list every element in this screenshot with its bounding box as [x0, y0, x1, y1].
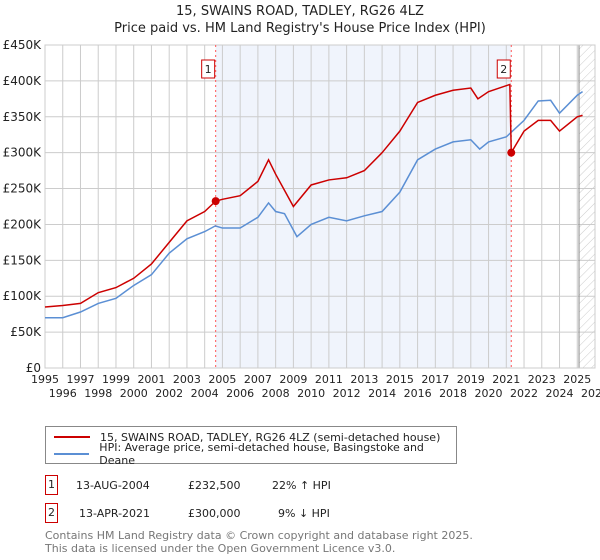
- sale-label-box: [496, 59, 511, 79]
- legend-label: HPI: Average price, semi-detached house,…: [99, 441, 424, 467]
- transaction-price: £300,000: [188, 507, 241, 520]
- x-tick-label: 2023: [528, 373, 556, 386]
- title-line: 15, SWAINS ROAD, TADLEY, RG26 4LZ: [176, 4, 424, 19]
- sale-label: 1: [205, 63, 212, 76]
- y-tick-label: £150K: [3, 253, 43, 267]
- sale-point: [211, 197, 220, 206]
- transaction-date: 13-APR-2021: [79, 507, 151, 520]
- x-tick-label: 2016: [404, 387, 432, 400]
- x-tick-label: 2003: [173, 373, 201, 386]
- y-tick-label: £100K: [3, 289, 43, 303]
- legend-item-property: 15, SWAINS ROAD, TADLEY, RG26 4LZ (semi-…: [54, 429, 440, 445]
- y-tick-label: £400K: [3, 74, 43, 88]
- transaction-row: 1 13-AUG-2004 £232,500 22% ↑ HPI: [45, 475, 545, 497]
- x-tick-label: 2017: [421, 373, 449, 386]
- footer-line: This data is licensed under the Open Gov…: [45, 542, 396, 555]
- x-tick-label: 1996: [49, 387, 77, 400]
- x-tick-label: 2021: [492, 373, 520, 386]
- x-tick-label: 2000: [120, 387, 148, 400]
- legend-label: 15, SWAINS ROAD, TADLEY, RG26 4LZ (semi-…: [100, 430, 441, 444]
- marker-badge: 1: [45, 475, 58, 495]
- chart-title: 15, SWAINS ROAD, TADLEY, RG26 4LZ Price p…: [0, 3, 600, 37]
- x-tick-label: 2008: [262, 387, 290, 400]
- x-tick-label: 2004: [191, 387, 219, 400]
- y-tick-label: £450K: [3, 38, 43, 52]
- price-chart: 1995199619971998199920002001200220032004…: [3, 38, 600, 400]
- legend-swatch-blue: [54, 453, 90, 455]
- legend-swatch-red: [54, 436, 90, 438]
- x-tick-label: 2007: [244, 373, 272, 386]
- x-tick-label: 2024: [546, 387, 574, 400]
- x-tick-label: 2001: [137, 373, 165, 386]
- x-tick-label: 1999: [102, 373, 130, 386]
- x-tick-label: 2020: [475, 387, 503, 400]
- x-tick-label: 2014: [368, 387, 396, 400]
- x-tick-label: 2018: [439, 387, 467, 400]
- transaction-hpi: 22% ↑ HPI: [272, 479, 331, 492]
- subtitle-line: Price paid vs. HM Land Registry's House …: [114, 21, 486, 36]
- footer-line: Contains HM Land Registry data © Crown c…: [45, 529, 473, 542]
- marker-badge: 2: [45, 503, 58, 523]
- legend-item-hpi: HPI: Average price, semi-detached house,…: [54, 441, 456, 467]
- x-tick-label: 2025: [563, 373, 591, 386]
- footer: Contains HM Land Registry data © Crown c…: [45, 529, 473, 555]
- y-tick-label: £300K: [3, 146, 43, 160]
- x-tick-label: 1997: [66, 373, 94, 386]
- legend: 15, SWAINS ROAD, TADLEY, RG26 4LZ (semi-…: [45, 426, 457, 467]
- x-tick-label: 2026: [581, 387, 600, 400]
- y-tick-label: £50K: [10, 325, 42, 339]
- sale-label: 2: [500, 63, 507, 76]
- highlight-region: [215, 45, 512, 368]
- x-tick-label: 2012: [333, 387, 361, 400]
- y-tick-label: £200K: [3, 217, 43, 231]
- transaction-row: 2 13-APR-2021 £300,000 9% ↓ HPI: [45, 503, 545, 525]
- x-tick-label: 1995: [31, 373, 59, 386]
- x-tick-label: 2015: [386, 373, 414, 386]
- x-tick-label: 2011: [315, 373, 343, 386]
- x-tick-label: 2019: [457, 373, 485, 386]
- plot-frame: [44, 44, 596, 369]
- x-tick-label: 2006: [226, 387, 254, 400]
- x-tick-label: 2010: [297, 387, 325, 400]
- x-tick-label: 2002: [155, 387, 183, 400]
- y-tick-label: £250K: [3, 182, 43, 196]
- x-tick-label: 2009: [279, 373, 307, 386]
- x-tick-label: 2005: [208, 373, 236, 386]
- y-tick-label: £0: [26, 361, 41, 375]
- forecast-hatch: [579, 45, 595, 368]
- transaction-date: 13-AUG-2004: [76, 479, 150, 492]
- y-tick-label: £350K: [3, 110, 43, 124]
- series-line: [45, 91, 583, 319]
- sale-label-box: [201, 59, 216, 79]
- transaction-hpi: 9% ↓ HPI: [278, 507, 330, 520]
- x-tick-label: 2022: [510, 387, 538, 400]
- x-tick-label: 2013: [350, 373, 378, 386]
- x-tick-label: 1998: [84, 387, 112, 400]
- sale-point: [507, 148, 516, 157]
- transaction-price: £232,500: [188, 479, 241, 492]
